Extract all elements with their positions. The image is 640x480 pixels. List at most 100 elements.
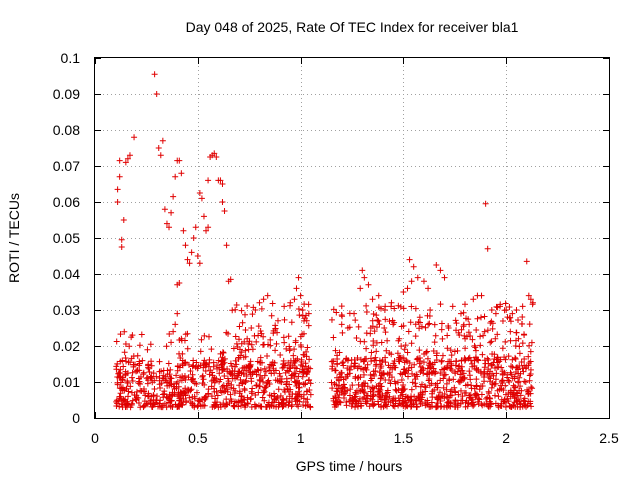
data-point [446, 358, 453, 365]
data-point [333, 381, 340, 388]
data-point [460, 323, 467, 330]
data-point [362, 398, 369, 405]
data-point [485, 357, 492, 364]
data-point [186, 260, 193, 267]
data-point [167, 375, 174, 382]
data-point [501, 354, 508, 361]
data-point [302, 402, 309, 409]
data-point [248, 375, 255, 382]
data-point [202, 367, 209, 374]
data-point [163, 343, 170, 350]
data-point [401, 346, 408, 353]
data-point [395, 395, 402, 402]
data-point [269, 359, 276, 366]
data-point [272, 367, 279, 374]
data-point [415, 393, 422, 400]
x-tick-label: 1 [297, 430, 305, 446]
data-point [334, 374, 341, 381]
data-point [367, 325, 374, 332]
data-point [205, 386, 212, 393]
data-point [357, 285, 364, 292]
data-point [176, 397, 183, 404]
data-point [159, 137, 166, 144]
data-point [421, 383, 428, 390]
data-point [188, 386, 195, 393]
data-point [118, 385, 125, 392]
data-point [291, 359, 298, 366]
chart-title: Day 048 of 2025, Rate Of TEC Index for r… [186, 19, 519, 35]
data-point [184, 256, 191, 263]
data-point [405, 328, 412, 335]
data-point [488, 307, 495, 313]
plot-frame [94, 57, 610, 419]
data-point [392, 398, 399, 405]
data-point [189, 400, 196, 407]
data-point [203, 360, 210, 367]
data-point [370, 311, 377, 318]
data-point [339, 384, 346, 391]
data-point [448, 352, 455, 359]
data-point [494, 331, 501, 338]
data-point [178, 335, 185, 342]
data-point [140, 371, 147, 378]
data-point [272, 347, 279, 354]
data-point [432, 332, 439, 339]
data-point [527, 296, 534, 303]
data-point [283, 381, 290, 388]
data-point [382, 359, 389, 366]
data-point [278, 379, 285, 386]
data-point [400, 403, 407, 410]
data-point [116, 393, 123, 400]
data-point [378, 383, 385, 390]
data-point [268, 312, 275, 319]
data-point [263, 380, 270, 387]
data-point [492, 335, 499, 342]
data-point [205, 224, 212, 231]
data-point [209, 372, 216, 379]
data-point [134, 352, 141, 359]
data-point [145, 361, 152, 368]
data-point [131, 134, 138, 141]
data-point [266, 381, 273, 388]
data-point [201, 357, 208, 364]
data-point [187, 368, 194, 375]
x-tick-label: 0.5 [188, 430, 208, 446]
data-point [239, 380, 246, 387]
data-point [264, 352, 271, 359]
data-point [365, 281, 372, 288]
data-point [180, 227, 187, 234]
data-point [342, 388, 349, 395]
data-point [158, 368, 165, 375]
data-point [214, 365, 221, 372]
data-point [398, 343, 405, 350]
data-point [332, 347, 339, 354]
data-point [387, 380, 394, 387]
data-point [402, 342, 409, 349]
data-point [428, 363, 435, 370]
data-point [485, 403, 492, 410]
data-point [239, 319, 246, 326]
data-point [469, 363, 476, 370]
data-point [507, 337, 514, 344]
data-point [144, 346, 151, 353]
data-point [368, 375, 375, 382]
data-point [433, 262, 440, 268]
data-point [400, 289, 407, 295]
data-point [208, 346, 215, 353]
data-point [220, 349, 227, 356]
data-point [481, 378, 488, 385]
data-point [398, 376, 405, 383]
data-point [452, 370, 459, 377]
data-point [285, 359, 292, 366]
data-point [248, 390, 255, 397]
data-point [160, 372, 167, 379]
data-point [340, 362, 347, 369]
data-point [434, 403, 441, 410]
data-point [129, 369, 136, 376]
data-point [292, 337, 299, 344]
data-point [143, 400, 150, 407]
data-point [479, 383, 486, 390]
data-point [469, 336, 476, 343]
data-point [258, 305, 265, 312]
data-point [215, 404, 222, 411]
